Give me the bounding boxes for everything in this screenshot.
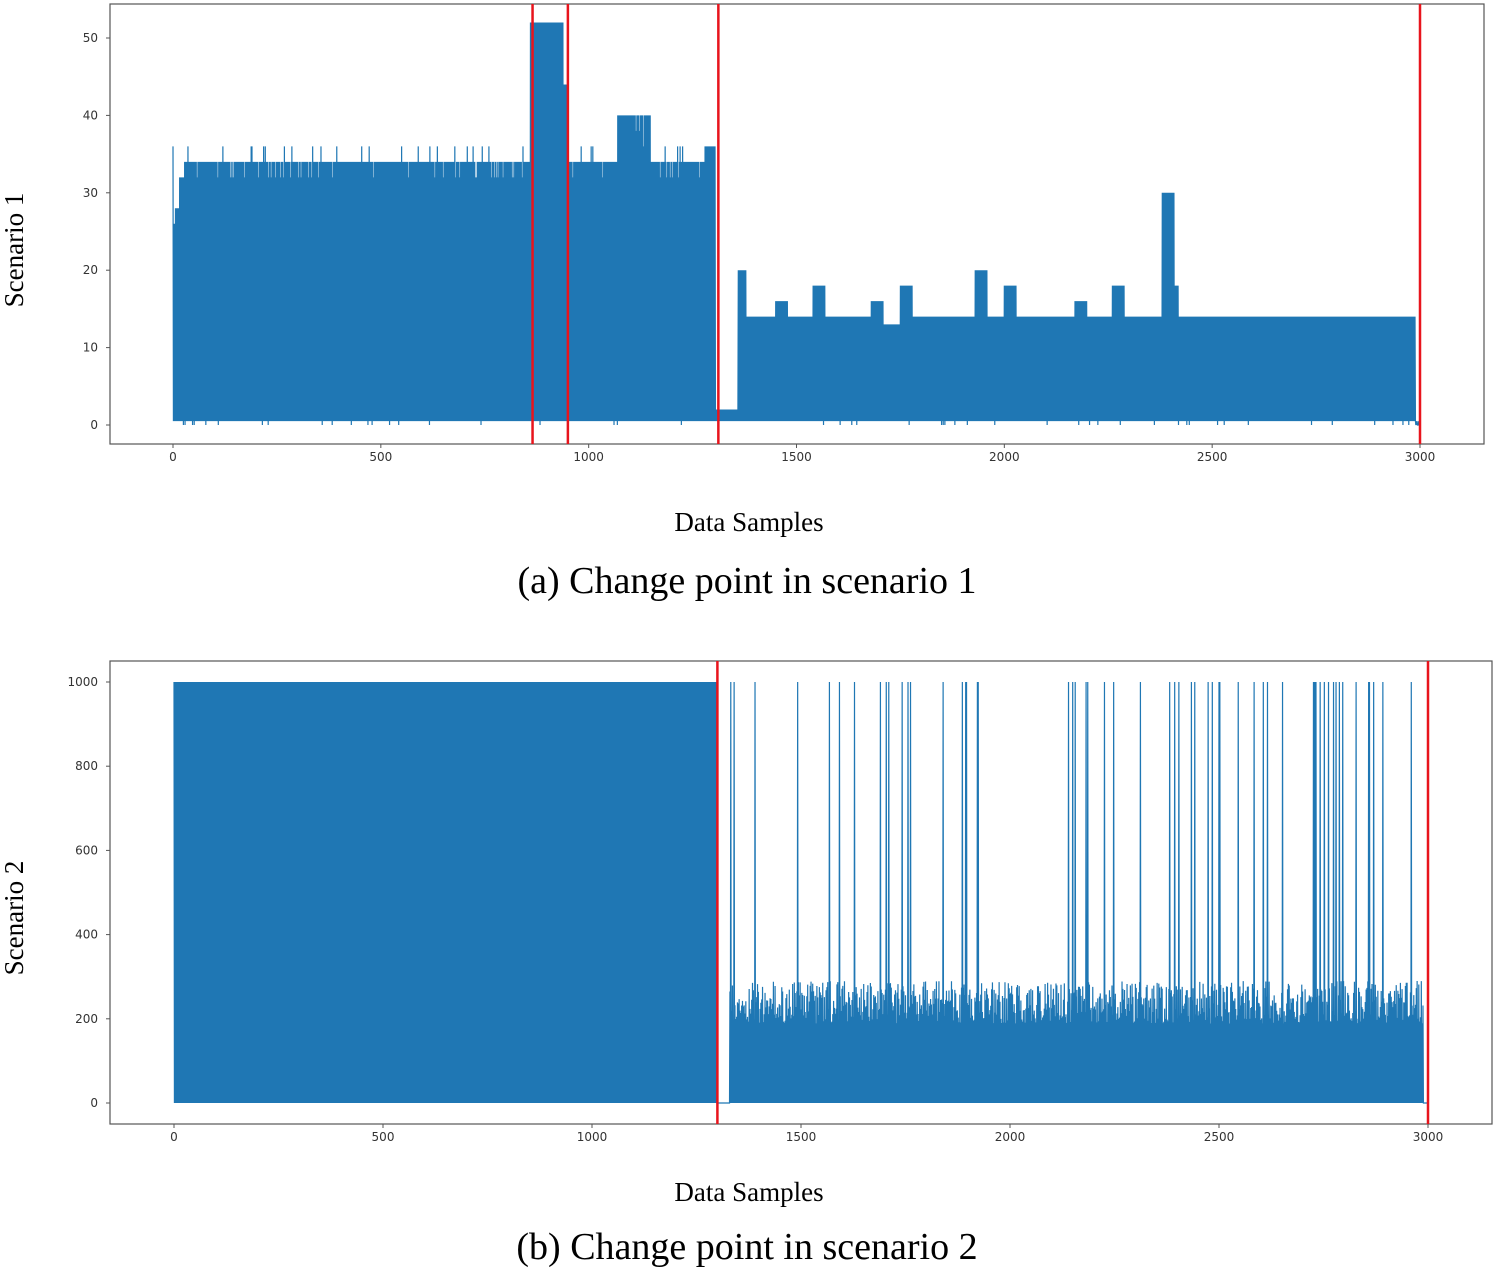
y-tick-label: 200 <box>75 1012 98 1026</box>
x-tick-label: 1000 <box>573 450 604 464</box>
x-tick-label: 3000 <box>1405 450 1436 464</box>
caption-a: (a) Change point in scenario 1 <box>517 560 976 602</box>
y-tick-label: 50 <box>83 31 98 45</box>
y-tick-label: 600 <box>75 843 98 857</box>
ticks-a: 0 500 1000 1500 2000 2500 3000 0 10 20 30 40 50 <box>83 31 1436 464</box>
caption-b: (b) Change point in scenario 2 <box>516 1226 977 1268</box>
chart-b: 0 500 1000 1500 2000 2500 3000 0 200 400 600 800 100… <box>0 660 1493 1268</box>
y-tick-label: 1000 <box>67 675 98 689</box>
x-tick-label: 1500 <box>781 450 812 464</box>
series-b <box>173 681 1428 1104</box>
x-axis-label-a: Data Samples <box>674 507 823 537</box>
x-tick-label: 0 <box>169 450 177 464</box>
x-tick-label: 0 <box>170 1130 178 1144</box>
y-tick-label: 0 <box>90 418 98 432</box>
x-tick-label: 500 <box>372 1130 395 1144</box>
x-tick-label: 3000 <box>1413 1130 1444 1144</box>
y-tick-label: 0 <box>90 1096 98 1110</box>
y-tick-label: 20 <box>83 263 98 277</box>
y-tick-label: 30 <box>83 186 98 200</box>
change-points-b <box>716 661 1430 1124</box>
chart-a: 0 500 1000 1500 2000 2500 3000 0 10 20 30 40 50 Scen… <box>0 3 1485 602</box>
ticks-b: 0 500 1000 1500 2000 2500 3000 0 200 400 600 800 100… <box>67 675 1443 1144</box>
x-tick-label: 1500 <box>786 1130 817 1144</box>
x-tick-label: 2000 <box>989 450 1020 464</box>
y-axis-label-b: Scenario 2 <box>0 861 29 976</box>
change-points-a <box>531 4 1422 444</box>
series-a <box>172 22 1421 426</box>
y-tick-label: 40 <box>83 108 98 122</box>
y-tick-label: 10 <box>83 341 98 355</box>
x-tick-label: 2000 <box>995 1130 1026 1144</box>
signal-line <box>172 22 1421 426</box>
signal-line <box>173 681 1428 1104</box>
x-tick-label: 2500 <box>1204 1130 1235 1144</box>
y-tick-label: 800 <box>75 759 98 773</box>
y-axis-label-a: Scenario 1 <box>0 193 29 308</box>
x-tick-label: 2500 <box>1197 450 1228 464</box>
x-tick-label: 1000 <box>577 1130 608 1144</box>
x-tick-label: 500 <box>369 450 392 464</box>
y-tick-label: 400 <box>75 928 98 942</box>
x-axis-label-b: Data Samples <box>674 1177 823 1207</box>
